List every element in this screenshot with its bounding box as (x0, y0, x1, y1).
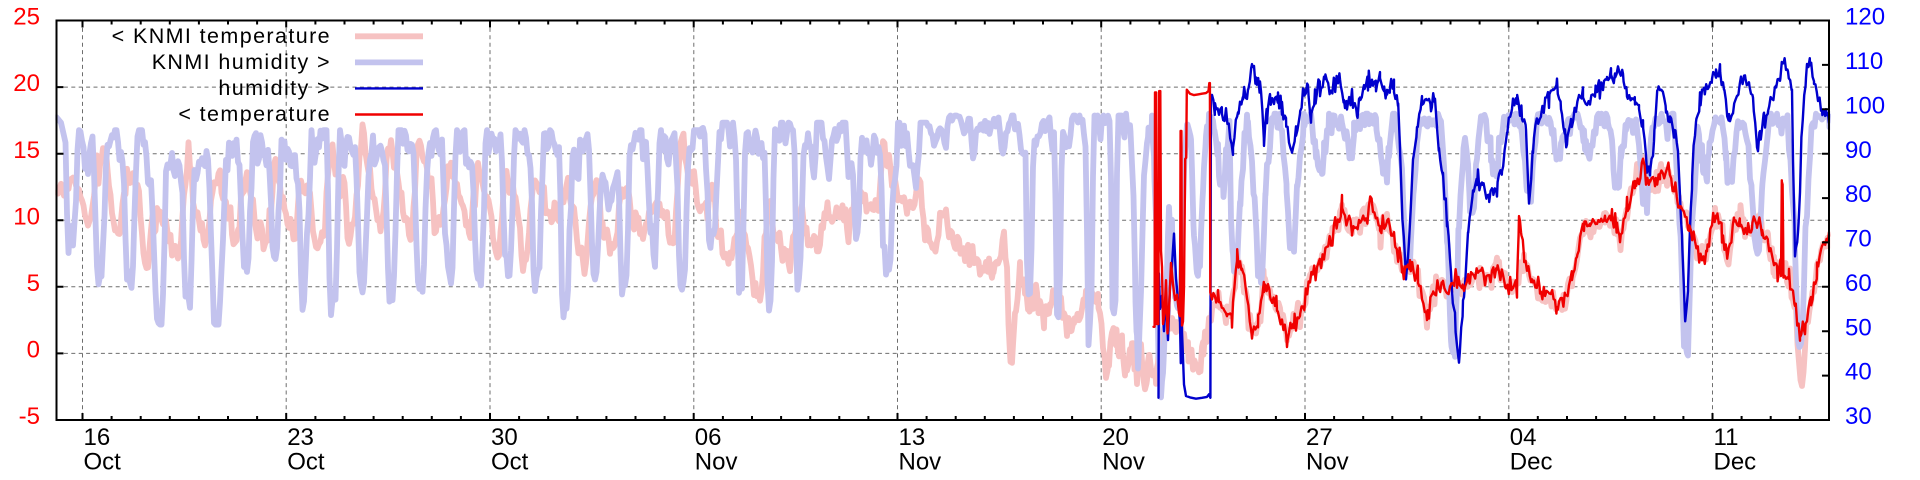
svg-text:16: 16 (84, 424, 111, 451)
svg-text:5: 5 (27, 270, 40, 297)
svg-text:humidity >: humidity > (218, 76, 331, 100)
svg-text:Oct: Oct (84, 449, 122, 476)
svg-text:10: 10 (13, 203, 40, 230)
svg-text:23: 23 (287, 424, 314, 451)
svg-text:KNMI humidity >: KNMI humidity > (152, 50, 331, 74)
svg-text:Nov: Nov (1306, 449, 1349, 476)
svg-text:20: 20 (13, 70, 40, 97)
svg-text:Nov: Nov (899, 449, 942, 476)
svg-text:13: 13 (899, 424, 926, 451)
svg-text:Oct: Oct (491, 449, 529, 476)
svg-text:110: 110 (1845, 48, 1883, 75)
svg-text:0: 0 (27, 337, 40, 364)
svg-text:06: 06 (695, 424, 722, 451)
svg-text:30: 30 (1845, 403, 1872, 430)
svg-text:70: 70 (1845, 226, 1872, 253)
svg-text:120: 120 (1845, 4, 1885, 31)
svg-text:-5: -5 (19, 403, 40, 430)
svg-text:15: 15 (13, 137, 40, 164)
svg-text:11: 11 (1714, 424, 1739, 451)
svg-text:100: 100 (1845, 92, 1885, 119)
svg-text:04: 04 (1510, 424, 1537, 451)
svg-text:90: 90 (1845, 137, 1872, 164)
svg-text:27: 27 (1306, 424, 1333, 451)
svg-text:Nov: Nov (695, 449, 738, 476)
svg-text:Oct: Oct (287, 449, 325, 476)
svg-text:< temperature: < temperature (178, 102, 331, 126)
svg-text:25: 25 (13, 4, 40, 31)
svg-text:60: 60 (1845, 270, 1872, 297)
svg-text:Dec: Dec (1510, 449, 1553, 476)
svg-text:50: 50 (1845, 314, 1872, 341)
svg-text:Nov: Nov (1102, 449, 1145, 476)
svg-text:< KNMI temperature: < KNMI temperature (112, 24, 331, 48)
svg-text:80: 80 (1845, 181, 1872, 208)
svg-text:Dec: Dec (1714, 449, 1757, 476)
svg-text:40: 40 (1845, 359, 1872, 386)
svg-text:20: 20 (1102, 424, 1129, 451)
svg-text:30: 30 (491, 424, 518, 451)
